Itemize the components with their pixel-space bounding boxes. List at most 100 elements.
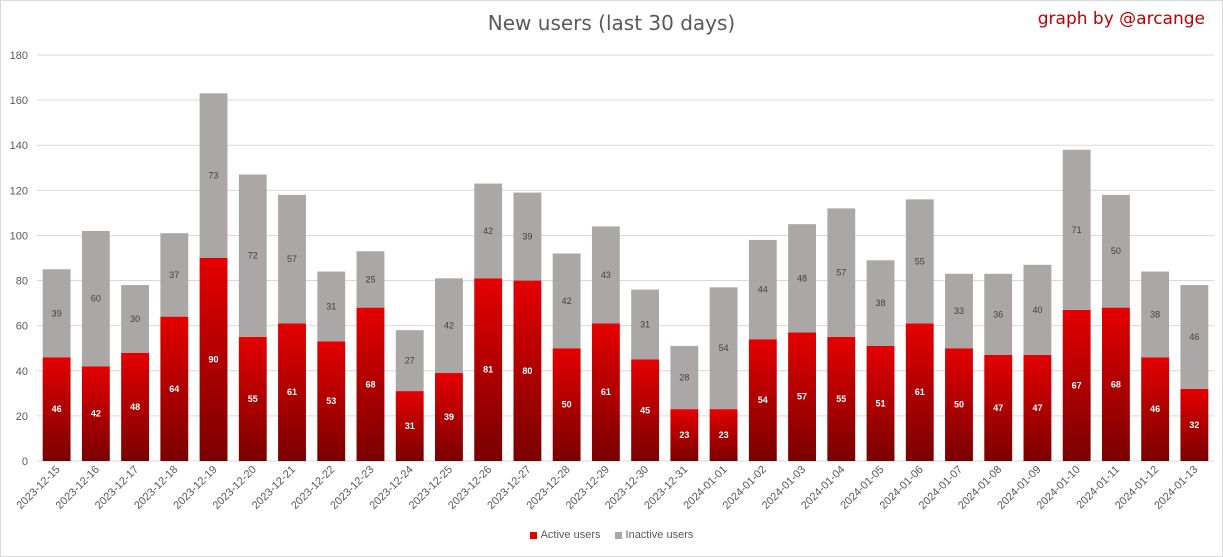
data-label-inactive: 31 — [326, 301, 336, 311]
data-label-active: 46 — [1150, 404, 1160, 414]
y-tick-label: 140 — [10, 140, 28, 152]
data-label-active: 55 — [248, 394, 258, 404]
data-label-active: 42 — [91, 409, 101, 419]
legend-item-active: Active users — [529, 529, 601, 541]
bar-active-users — [591, 323, 620, 461]
data-label-active: 68 — [365, 379, 375, 389]
y-tick-label: 100 — [10, 230, 28, 242]
legend: Active users Inactive users — [0, 529, 1223, 541]
data-label-active: 55 — [836, 394, 846, 404]
data-label-active: 31 — [405, 421, 415, 431]
data-label-active: 45 — [640, 405, 650, 415]
bar-inactive-users — [945, 273, 973, 349]
data-label-inactive: 42 — [444, 321, 454, 331]
bar-active-users — [905, 323, 934, 461]
bar-inactive-users — [1141, 271, 1170, 358]
bar-active-users — [552, 348, 581, 461]
bar-active-users — [945, 348, 973, 461]
data-label-active: 68 — [1111, 379, 1121, 389]
data-label-inactive: 37 — [169, 270, 179, 280]
data-label-inactive: 44 — [758, 285, 768, 295]
bar-active-users — [866, 345, 895, 461]
data-label-inactive: 42 — [562, 296, 572, 306]
data-label-inactive: 48 — [797, 273, 807, 283]
bar-inactive-users — [278, 194, 306, 324]
data-label-inactive: 57 — [836, 268, 846, 278]
bar-inactive-users — [395, 330, 424, 392]
data-label-inactive: 39 — [52, 308, 62, 318]
bar-active-users — [788, 332, 816, 461]
bar-inactive-users — [513, 192, 542, 281]
bar-inactive-users — [905, 199, 934, 324]
bar-inactive-users — [984, 273, 1013, 355]
bar-inactive-users — [356, 251, 385, 308]
bar-inactive-users — [670, 345, 699, 410]
bar-inactive-users — [866, 260, 895, 346]
data-label-inactive: 33 — [954, 306, 964, 316]
chart-title: New users (last 30 days) — [487, 11, 736, 35]
data-label-inactive: 38 — [876, 298, 886, 308]
bar-active-users — [1023, 354, 1052, 461]
bar-active-users — [435, 373, 463, 461]
data-label-inactive: 28 — [679, 373, 689, 383]
data-label-active: 50 — [954, 400, 964, 410]
legend-swatch-active — [529, 531, 537, 539]
data-label-active: 46 — [52, 404, 62, 414]
bar-active-users — [278, 323, 306, 461]
bar-inactive-users — [81, 230, 110, 367]
y-tick-label: 60 — [16, 321, 28, 333]
data-label-active: 90 — [209, 355, 219, 365]
bar-active-users — [160, 316, 189, 461]
legend-swatch-inactive — [614, 531, 622, 539]
data-label-inactive: 54 — [719, 343, 729, 353]
bar-inactive-users — [42, 269, 71, 358]
bar-inactive-users — [160, 233, 189, 317]
data-label-inactive: 42 — [483, 226, 493, 236]
bar-inactive-users — [552, 253, 581, 349]
bar-active-users — [1180, 388, 1209, 461]
bar-active-users — [356, 307, 385, 461]
bar-active-users — [474, 278, 503, 461]
data-label-inactive: 46 — [1189, 332, 1199, 342]
data-label-active: 47 — [1032, 403, 1042, 413]
data-label-active: 81 — [483, 365, 493, 375]
bar-inactive-users — [1062, 149, 1091, 310]
bar-inactive-users — [474, 183, 503, 279]
bar-inactive-users — [827, 208, 856, 337]
chart-credit: graph by @arcange — [1037, 9, 1205, 29]
data-label-active: 67 — [1072, 380, 1082, 390]
data-label-active: 48 — [130, 402, 140, 412]
data-label-inactive: 38 — [1150, 309, 1160, 319]
legend-label-active: Active users — [540, 529, 601, 541]
data-label-inactive: 72 — [248, 251, 258, 261]
bar-active-users — [513, 280, 542, 461]
bar-active-users — [631, 359, 660, 461]
bar-active-users — [984, 354, 1013, 461]
data-label-active: 32 — [1189, 420, 1199, 430]
bar-active-users — [1141, 357, 1170, 461]
bar-active-users — [121, 352, 150, 461]
bar-active-users — [709, 409, 738, 461]
data-label-active: 23 — [679, 430, 689, 440]
bar-active-users — [827, 336, 856, 461]
y-tick-label: 120 — [10, 185, 28, 197]
y-tick-label: 40 — [16, 366, 28, 378]
data-label-active: 54 — [758, 395, 768, 405]
data-label-inactive: 43 — [601, 270, 611, 280]
bar-inactive-users — [748, 239, 777, 340]
data-label-active: 80 — [522, 366, 532, 376]
data-label-active: 61 — [287, 387, 297, 397]
bar-active-users — [42, 357, 71, 461]
data-label-active: 61 — [915, 387, 925, 397]
bar-active-users — [81, 366, 110, 461]
data-label-inactive: 40 — [1032, 305, 1042, 315]
data-label-active: 51 — [876, 398, 886, 408]
data-label-active: 50 — [562, 400, 572, 410]
bar-inactive-users — [317, 271, 346, 342]
legend-label-inactive: Inactive users — [625, 529, 694, 541]
y-tick-label: 20 — [16, 411, 28, 423]
data-label-active: 39 — [444, 412, 454, 422]
bar-inactive-users — [1101, 194, 1130, 308]
data-label-inactive: 50 — [1111, 246, 1121, 256]
